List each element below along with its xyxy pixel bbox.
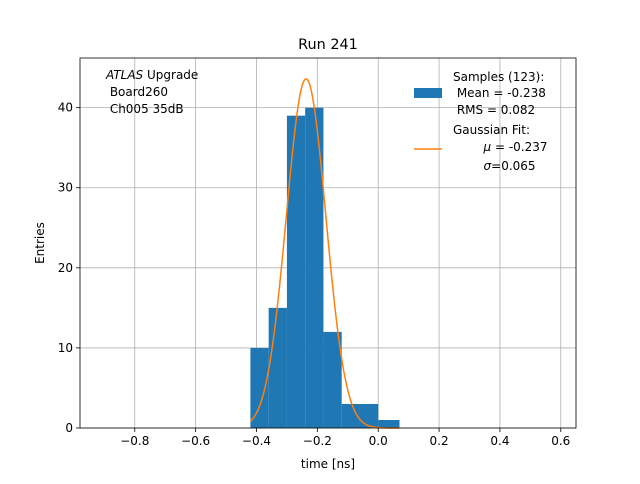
- y-tick-label: 0: [65, 421, 73, 435]
- legend: Samples (123): Mean = -0.238 RMS = 0.082…: [414, 70, 567, 173]
- legend-mu-symbol: μ: [483, 140, 492, 154]
- gaussian-fit-curve: [249, 78, 400, 429]
- histogram-bar: [305, 107, 324, 428]
- legend-mean-label: Mean = -0.238: [453, 86, 546, 100]
- histogram-bar: [286, 115, 306, 428]
- atlas-italic-label: ATLAS: [105, 68, 144, 82]
- chart-title: Run 241: [298, 37, 358, 53]
- legend-sigma-symbol: σ: [484, 159, 492, 173]
- y-axis-label: Entries: [33, 222, 47, 264]
- x-axis-ticks: −0.8 −0.6 −0.4 −0.2 0.0 0.2 0.4 0.6: [120, 428, 570, 448]
- histogram-bar: [341, 403, 360, 428]
- x-tick-label: −0.2: [303, 434, 332, 448]
- x-tick-label: −0.6: [181, 434, 210, 448]
- histogram-bar: [359, 403, 379, 428]
- histogram-bar: [378, 419, 400, 428]
- x-axis-label: time [ns]: [301, 457, 355, 471]
- x-tick-label: 0.6: [551, 434, 570, 448]
- legend-sigma-value: =0.065: [491, 159, 535, 173]
- histogram-bar: [250, 347, 269, 428]
- y-tick-label: 10: [58, 341, 73, 355]
- histogram-bar: [323, 331, 342, 428]
- legend-mu-value: = -0.237: [491, 140, 547, 154]
- atlas-annotation: ATLAS Upgrade Board260 Ch005 35dB: [105, 68, 198, 116]
- y-tick-label: 20: [58, 261, 73, 275]
- legend-histogram-swatch: [414, 88, 442, 98]
- x-tick-label: −0.8: [120, 434, 149, 448]
- upgrade-label: Upgrade: [143, 68, 198, 82]
- channel-label: Ch005 35dB: [106, 102, 184, 116]
- histogram-bar: [268, 307, 287, 428]
- x-tick-label: 0.0: [369, 434, 388, 448]
- legend-samples-label: Samples (123):: [453, 70, 544, 84]
- y-tick-label: 30: [58, 181, 73, 195]
- y-axis-ticks: 0 10 20 30 40: [58, 101, 80, 435]
- board-label: Board260: [106, 85, 168, 99]
- x-tick-label: −0.4: [242, 434, 271, 448]
- y-tick-label: 40: [58, 101, 73, 115]
- legend-rms-label: RMS = 0.082: [453, 103, 535, 117]
- plot-frame: [79, 57, 577, 429]
- x-tick-label: 0.4: [490, 434, 509, 448]
- svg-text:σ=0.065: σ=0.065: [453, 159, 555, 173]
- svg-text:ATLAS Upgrade: ATLAS Upgrade: [105, 68, 198, 82]
- legend-fit-title: Gaussian Fit:: [453, 123, 530, 137]
- x-tick-label: 0.2: [430, 434, 449, 448]
- svg-text:μ = -0.237: μ = -0.237: [453, 140, 567, 154]
